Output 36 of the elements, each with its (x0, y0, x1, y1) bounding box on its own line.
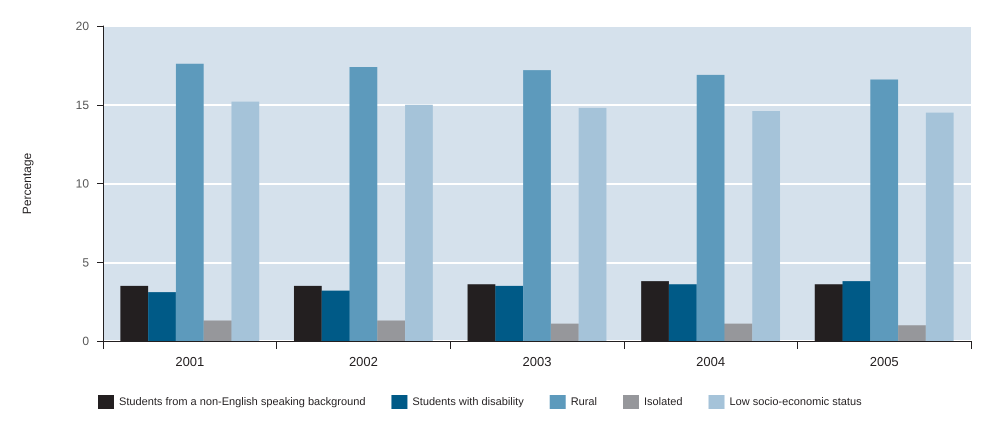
bar (350, 66, 378, 341)
legend-label: Isolated (644, 396, 683, 408)
legend-label: Students from a non-English speaking background (119, 396, 366, 408)
legend-label: Students with disability (412, 396, 524, 408)
bar (696, 74, 724, 341)
bar (898, 325, 926, 341)
bar (578, 108, 606, 341)
bar (842, 281, 870, 341)
x-tick-label: 2005 (870, 354, 899, 369)
bar (176, 64, 204, 341)
x-tick-label: 2003 (522, 354, 552, 369)
bar (204, 320, 232, 341)
y-tick-label: 0 (82, 334, 90, 348)
bar (724, 324, 752, 341)
x-tick-label: 2001 (175, 354, 204, 369)
y-tick-label: 10 (76, 176, 90, 190)
bar (550, 324, 579, 341)
bar (926, 112, 954, 341)
bar (870, 80, 898, 341)
bar (752, 111, 780, 341)
y-tick-label: 15 (76, 98, 90, 112)
bar (231, 102, 260, 341)
bar (495, 286, 524, 341)
bar (322, 290, 350, 341)
bar (148, 292, 176, 341)
x-tick-label: 2002 (348, 354, 378, 369)
y-tick-label: 20 (76, 19, 90, 33)
bar (377, 320, 406, 341)
bar (405, 104, 433, 341)
bar (668, 284, 697, 341)
legend-label: Rural (570, 396, 598, 408)
legend-label: Low socio-economic status (730, 396, 862, 408)
y-axis-title: Percentage (20, 152, 34, 214)
y-tick-label: 5 (82, 255, 90, 270)
x-tick-label: 2004 (696, 354, 726, 369)
bar (523, 70, 551, 341)
